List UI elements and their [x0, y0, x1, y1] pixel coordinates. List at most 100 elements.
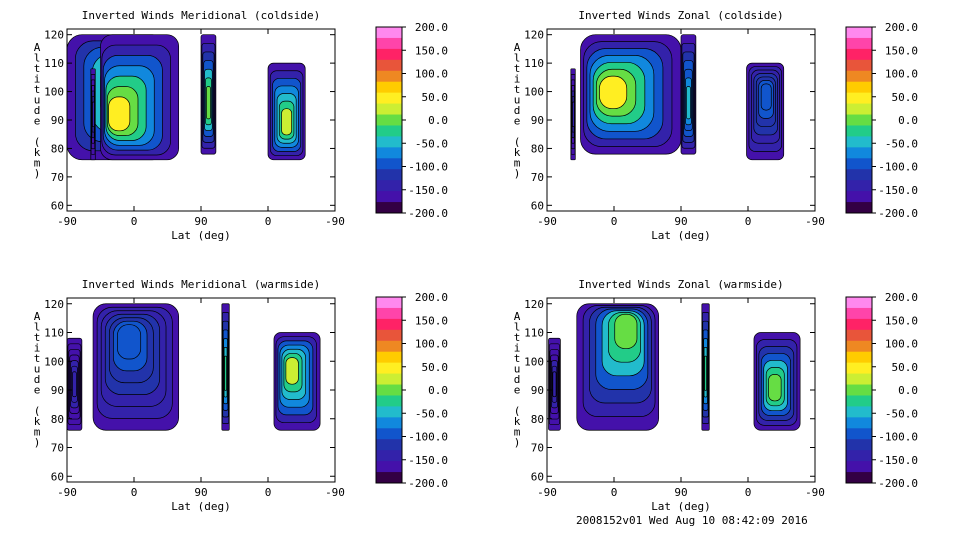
colorbar-swatch [846, 27, 872, 39]
y-tick-label: 110 [524, 57, 544, 70]
data-region-4 [273, 332, 321, 431]
y-tick-label: 80 [531, 413, 544, 426]
x-tick-label: 0 [611, 486, 618, 499]
colorbar-swatch [376, 406, 402, 418]
data-region-2 [90, 68, 96, 161]
contour-band [108, 96, 131, 132]
colorbar-swatch [376, 428, 402, 440]
data-region-2 [92, 303, 180, 431]
colorbar-swatch [376, 439, 402, 451]
colorbar-swatch [846, 472, 872, 484]
colorbar-swatch [846, 37, 872, 50]
contour-band [224, 355, 227, 391]
contour-band [72, 371, 77, 398]
y-tick-label: 90 [531, 114, 544, 127]
data-region-4 [746, 62, 785, 161]
data-region-3 [100, 34, 180, 161]
colorbar-label: -100.0 [408, 431, 448, 444]
chart-title: Inverted Winds Zonal (warmside) [578, 278, 783, 291]
colorbar-label: 100.0 [885, 68, 918, 81]
x-tick-label: 0 [745, 486, 752, 499]
colorbar-swatch [376, 158, 402, 170]
x-tick-label: 90 [194, 215, 207, 228]
x-tick-label: 90 [194, 486, 207, 499]
colorbar-swatch [376, 191, 402, 203]
contour-band [760, 83, 772, 111]
data-region-3 [701, 303, 710, 431]
colorbar-swatch [846, 70, 872, 83]
chart-title: Inverted Winds Zonal (coldside) [578, 9, 783, 22]
y-tick-label: 120 [44, 29, 64, 42]
x-tick-label: -90 [325, 486, 345, 499]
chart-panel-3: Inverted Winds Meridional (warmside) 60 70… [34, 278, 448, 513]
colorbar-label: 0.0 [898, 114, 918, 127]
colorbar-swatch [376, 136, 402, 148]
data-region-1 [570, 68, 576, 161]
colorbar-swatch [846, 202, 872, 214]
colorbar-label: -50.0 [415, 407, 448, 420]
chart-title: Inverted Winds Meridional (coldside) [82, 9, 320, 22]
colorbar-swatch [376, 114, 402, 126]
colorbar-swatch [846, 191, 872, 203]
x-tick-label: -90 [537, 215, 557, 228]
y-tick-label: 60 [531, 470, 544, 483]
colorbar-label: 0.0 [898, 384, 918, 397]
colorbar-label: 50.0 [422, 361, 449, 374]
colorbar-swatch [846, 461, 872, 473]
y-tick-label: 110 [44, 57, 64, 70]
colorbar-swatch [846, 395, 872, 407]
data-region-2 [576, 303, 660, 431]
colorbar-swatch [846, 450, 872, 462]
contour-band [768, 374, 782, 402]
colorbar-label: 100.0 [415, 338, 448, 351]
colorbar-label: 100.0 [885, 338, 918, 351]
colorbar-swatch [376, 318, 402, 331]
colorbar-swatch [846, 158, 872, 170]
data-region-3 [221, 303, 230, 431]
colorbar-swatch [846, 384, 872, 396]
colorbar: 200.0 150.0 100.0 50.0 0.0 -50.0 -100.0 -150.0 -… [845, 21, 918, 220]
x-tick-label: -90 [537, 486, 557, 499]
colorbar-swatch [846, 59, 872, 72]
x-tick-label: -90 [325, 215, 345, 228]
colorbar-label: 100.0 [415, 68, 448, 81]
colorbar-label: -150.0 [878, 454, 918, 467]
x-tick-label: -90 [57, 215, 77, 228]
colorbar-label: 150.0 [885, 314, 918, 327]
colorbar-label: 0.0 [428, 114, 448, 127]
colorbar-swatch [846, 373, 872, 386]
colorbar-swatch [376, 103, 402, 116]
contour-band [704, 355, 707, 391]
y-tick-label: 60 [51, 199, 64, 212]
contour-band [552, 371, 557, 398]
colorbar-label: 150.0 [415, 44, 448, 57]
colorbar-swatch [846, 125, 872, 137]
y-tick-label: 80 [51, 413, 64, 426]
data-region-2 [580, 34, 682, 155]
colorbar-swatch [376, 59, 402, 72]
colorbar-label: 200.0 [415, 21, 448, 34]
y-tick-label: 80 [51, 142, 64, 155]
colorbar-swatch [376, 329, 402, 342]
contour-band [614, 313, 638, 349]
y-tick-label: 110 [44, 327, 64, 340]
colorbar-swatch [376, 417, 402, 429]
colorbar-swatch [376, 169, 402, 181]
contour-layer [548, 303, 801, 431]
colorbar-label: 50.0 [422, 91, 449, 104]
colorbar-swatch [846, 417, 872, 429]
y-tick-label: 120 [524, 29, 544, 42]
colorbar-swatch [846, 362, 872, 375]
colorbar-swatch [846, 103, 872, 116]
contour-layer [67, 303, 321, 431]
colorbar-swatch [376, 307, 402, 320]
y-tick-label: 70 [531, 442, 544, 455]
colorbar-swatch [376, 37, 402, 50]
contour-band [572, 101, 575, 128]
x-axis-label: Lat (deg) [171, 500, 231, 513]
x-tick-label: 0 [131, 215, 138, 228]
x-tick-label: -90 [805, 486, 825, 499]
colorbar-swatch [846, 81, 872, 94]
contour-band [92, 101, 95, 128]
